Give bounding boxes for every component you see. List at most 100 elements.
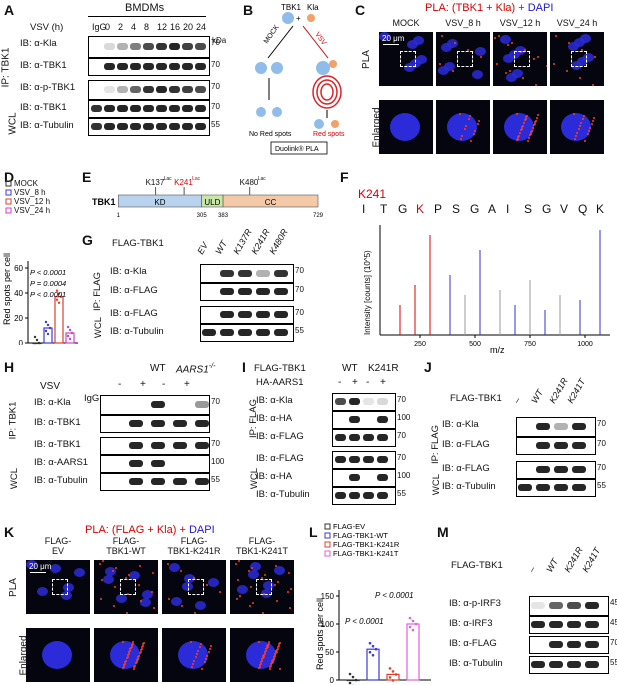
svg-text:+: + <box>296 14 301 23</box>
blot-label: IB: α-Tubulin <box>449 658 503 669</box>
pla-spot <box>533 58 535 60</box>
pla-spot <box>573 113 575 115</box>
pla-spot <box>128 653 130 655</box>
bar <box>65 332 75 344</box>
pla-spot <box>138 655 140 657</box>
panel-k: K PLA: (FLAG + Kla) + DAPI FLAG- EV FLAG-… <box>0 520 305 685</box>
pla-spot <box>516 113 518 115</box>
pla-spot <box>530 133 532 135</box>
pla-spot <box>516 139 518 141</box>
pla-spot <box>523 122 525 124</box>
blot-band <box>536 484 550 491</box>
pla-spot <box>498 35 500 37</box>
pla-spot <box>180 570 182 572</box>
enlarged-image <box>94 628 158 682</box>
ko-label: AARS1-/- <box>176 363 215 375</box>
pla-spot <box>270 663 272 665</box>
pla-spot <box>591 123 593 125</box>
pla-schematic: TBK1 Kla + MOCK VSV No Red spots Red spo… <box>249 3 345 155</box>
nucleus <box>512 69 523 78</box>
nucleus <box>583 53 594 62</box>
panel-d: D MOCK VSV_8 h VSV_12 h VSV_24 h 0 20 40 60 P < … <box>0 165 80 345</box>
x-tick-label: 500 <box>469 341 481 348</box>
pla-spot <box>531 130 533 132</box>
blot-band <box>168 43 180 50</box>
timepoint: 8 <box>144 22 150 32</box>
domain-name: ULD <box>204 198 220 207</box>
vsv-arrow-label: VSV <box>313 31 327 47</box>
pla-spot <box>277 648 279 650</box>
data-point <box>374 647 378 651</box>
pla-spot <box>271 662 273 664</box>
scale-bar-label: 20 μm <box>382 34 405 43</box>
pla-spot <box>524 119 526 121</box>
scale-bar <box>30 572 46 573</box>
blot-label: IB: α-TBK1 <box>20 60 67 71</box>
lane-label: – <box>526 564 538 574</box>
bar <box>54 296 64 344</box>
blot-band <box>155 123 167 130</box>
pla-spot <box>527 140 529 142</box>
pla-spot <box>579 125 581 127</box>
blot-band <box>274 311 288 318</box>
legend-label: VSV_12 h <box>14 197 50 206</box>
pla-image <box>230 560 294 614</box>
enlarged-image <box>436 100 490 154</box>
pla-spot <box>584 140 586 142</box>
pla-spot <box>261 660 263 662</box>
pla-spot <box>272 659 274 661</box>
wcl-label: WCL <box>431 473 443 496</box>
pla-spot <box>534 121 536 123</box>
blot-band <box>348 398 360 405</box>
data-point <box>354 678 358 682</box>
legend-label: MOCK <box>14 179 39 188</box>
blot-band <box>362 456 374 463</box>
legend-swatch <box>324 550 331 557</box>
blot-label: IB: α-TBK1 <box>34 417 81 428</box>
pla-spot <box>594 56 596 58</box>
p-value: P = 0.0004 <box>30 279 66 288</box>
pla-spot <box>132 641 134 643</box>
pla-spot <box>237 579 239 581</box>
pla-spot <box>131 644 133 646</box>
pla-spot <box>537 56 539 58</box>
blot-band <box>554 466 568 473</box>
blot-band <box>572 484 586 491</box>
nucleus <box>568 42 579 51</box>
pla-spot <box>579 77 581 79</box>
no-red-text: No Red spots <box>249 131 292 138</box>
bar <box>32 342 42 345</box>
red-text: Red spots <box>313 131 345 138</box>
blot-band <box>549 641 563 648</box>
column-header: MOCK <box>392 18 420 28</box>
pla-mid: ) + <box>511 2 528 14</box>
pla-spot <box>460 138 462 140</box>
bar <box>346 679 360 682</box>
data-point <box>414 622 418 626</box>
blot-label: IB: α-FLAG <box>256 431 304 442</box>
wt-label: WT <box>342 363 358 374</box>
pla-spot <box>505 72 507 74</box>
legend-swatch <box>5 198 12 205</box>
pla-spot <box>575 135 577 137</box>
pla-spot <box>522 125 524 127</box>
pla-spot <box>278 643 280 645</box>
nucleus-enlarged <box>42 641 72 669</box>
blot-band <box>572 466 586 473</box>
blot-band <box>181 123 193 130</box>
pla-spot <box>153 607 155 609</box>
protein-name: TBK1 <box>92 197 116 207</box>
mw-marker: 70 <box>211 397 220 406</box>
pla-spot <box>278 645 280 647</box>
panel-f: F K241 I T G K P S G A I S G V Q K Intensity [counts] … <box>340 165 617 355</box>
pla-spot <box>274 655 276 657</box>
residue-position: 305 <box>197 213 208 219</box>
blot-band <box>572 423 586 430</box>
pla-spot <box>464 128 466 130</box>
timepoint: 16 <box>170 22 181 32</box>
data-point <box>68 328 72 332</box>
pla-image <box>379 32 433 86</box>
kla-word: Kla <box>156 524 173 536</box>
blot-band <box>238 329 252 336</box>
blot-box <box>516 417 596 437</box>
